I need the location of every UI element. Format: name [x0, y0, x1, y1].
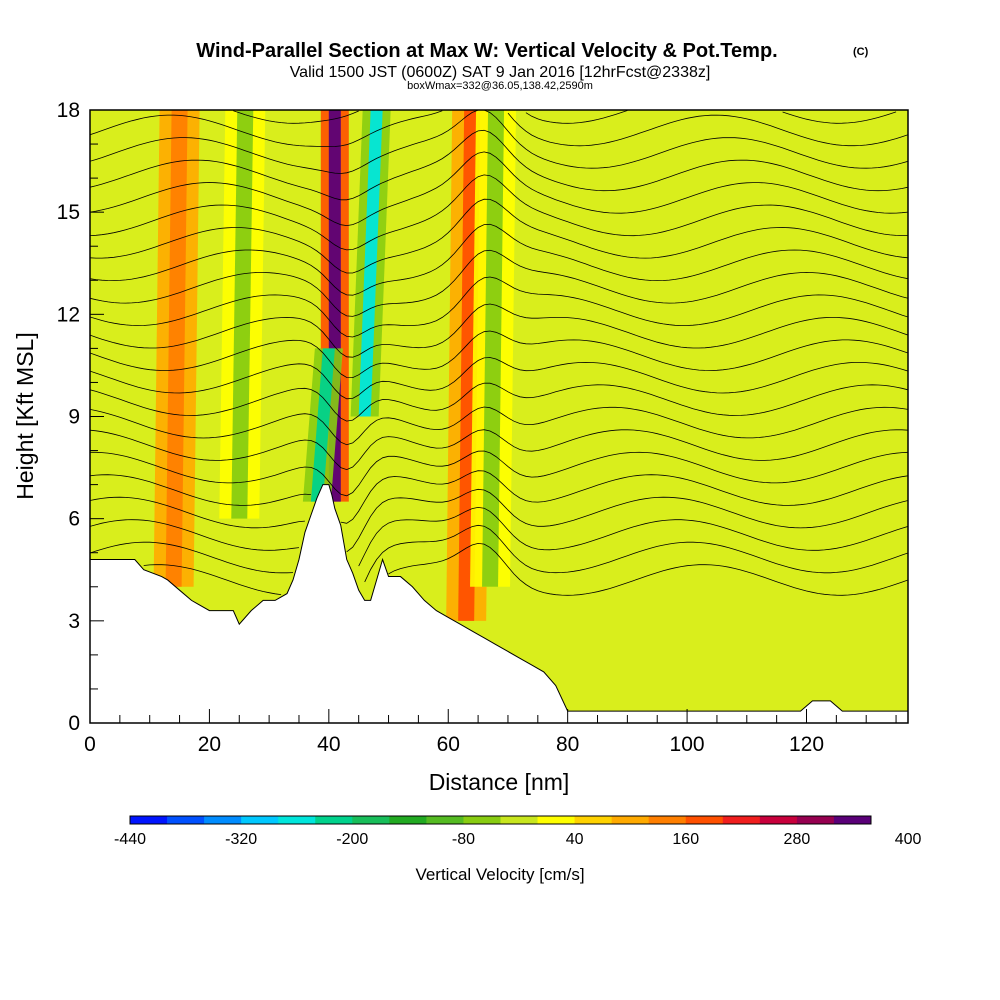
- colorbar-swatch: [278, 816, 316, 824]
- colorbar: [129, 815, 872, 825]
- y-tick-label: 15: [57, 201, 80, 224]
- theta-contour: [90, 151, 908, 227]
- theta-contour: [90, 198, 908, 274]
- theta-contour: [90, 174, 908, 251]
- colorbar-tick-labels: -440 -320 -200 -80 40 160 280 400: [114, 831, 922, 848]
- colorbar-swatch: [500, 816, 539, 824]
- colorbar-swatch: [167, 816, 205, 824]
- colorbar-swatch: [537, 816, 576, 824]
- colorbar-swatch: [759, 816, 798, 824]
- colorbar-label: Vertical Velocity [cm/s]: [415, 865, 584, 884]
- velocity-band-core: [231, 110, 254, 519]
- x-axis-label: Distance [nm]: [429, 769, 570, 795]
- x-tick-label: 60: [437, 733, 460, 756]
- x-tick-label: 100: [670, 733, 705, 756]
- copyright-mark: (C): [853, 46, 869, 58]
- theta-contour: [90, 488, 908, 553]
- theta-contour: [90, 330, 908, 379]
- colorbar-swatch: [130, 816, 168, 824]
- velocity-bands: [153, 110, 517, 621]
- colorbar-swatch: [352, 816, 390, 824]
- colorbar-swatch: [833, 816, 872, 824]
- velocity-band-core: [310, 348, 335, 502]
- colorbar-swatch: [574, 816, 613, 824]
- terrain-mask: [89, 484, 909, 724]
- theta-contour: [90, 357, 908, 400]
- x-axis-ticks: 0 20 40 60 80 100 120: [84, 709, 897, 756]
- theta-contour: [90, 303, 908, 358]
- colorbar-tick-label: -440: [114, 831, 146, 848]
- x-tick-label: 40: [317, 733, 340, 756]
- colorbar-swatch: [611, 816, 650, 824]
- y-axis-label: Height [Kft MSL]: [12, 332, 38, 499]
- theta-contour: [90, 129, 908, 201]
- velocity-band-core: [165, 110, 188, 587]
- y-tick-label: 6: [68, 508, 80, 531]
- x-tick-label: 80: [556, 733, 579, 756]
- theta-contour: [233, 110, 897, 124]
- colorbar-frame: [129, 815, 872, 825]
- colorbar-tick-label: 160: [672, 831, 699, 848]
- y-tick-label: 12: [57, 303, 80, 326]
- theta-contour: [143, 542, 908, 596]
- plot-area: 0 20 40 60 80 100 120 0 3 6 9 12 15 18: [57, 99, 909, 756]
- theta-contour: [90, 276, 908, 338]
- theta-contour: [90, 223, 908, 296]
- colorbar-tick-label: 400: [895, 831, 922, 848]
- chart-title: Wind-Parallel Section at Max W: Vertical…: [196, 40, 777, 62]
- colorbar-swatch: [685, 816, 724, 824]
- colorbar-swatch: [241, 816, 279, 824]
- theta-contour: [90, 429, 908, 471]
- y-tick-label: 9: [68, 406, 80, 429]
- chart-subtitle-2: boxWmax=332@36.05,138.42,2590m: [407, 80, 593, 92]
- colorbar-swatch: [389, 816, 427, 824]
- theta-contour: [90, 406, 908, 446]
- y-tick-label: 18: [57, 99, 80, 122]
- y-tick-label: 3: [68, 610, 80, 633]
- theta-contour: [90, 524, 908, 583]
- theta-contour: [90, 470, 908, 524]
- theta-contour: [90, 506, 908, 567]
- theta-contour: [90, 382, 908, 422]
- theta-contour: [90, 249, 908, 317]
- colorbar-tick-label: -320: [225, 831, 257, 848]
- colorbar-swatch: [722, 816, 761, 824]
- potential-temperature-contours: [90, 110, 908, 596]
- velocity-band-core: [358, 110, 383, 417]
- chart-subtitle: Valid 1500 JST (0600Z) SAT 9 Jan 2016 [1…: [290, 64, 711, 81]
- x-tick-label: 120: [789, 733, 824, 756]
- x-tick-label: 20: [198, 733, 221, 756]
- theta-contour: [90, 450, 908, 497]
- y-axis-ticks: 0 3 6 9 12 15 18: [57, 99, 104, 735]
- colorbar-tick-label: -80: [452, 831, 475, 848]
- y-tick-label: 0: [68, 712, 80, 735]
- colorbar-swatch: [315, 816, 353, 824]
- velocity-band-core: [482, 110, 505, 587]
- colorbar-tick-label: 280: [784, 831, 811, 848]
- colorbar-swatch: [426, 816, 464, 824]
- theta-contour: [90, 110, 908, 148]
- colorbar-swatch: [463, 816, 501, 824]
- colorbar-swatch: [648, 816, 687, 824]
- theta-contour: [90, 110, 908, 174]
- colorbar-swatch: [796, 816, 835, 824]
- x-tick-label: 0: [84, 733, 96, 756]
- colorbar-swatch: [204, 816, 242, 824]
- colorbar-tick-label: 40: [566, 831, 584, 848]
- colorbar-tick-label: -200: [336, 831, 368, 848]
